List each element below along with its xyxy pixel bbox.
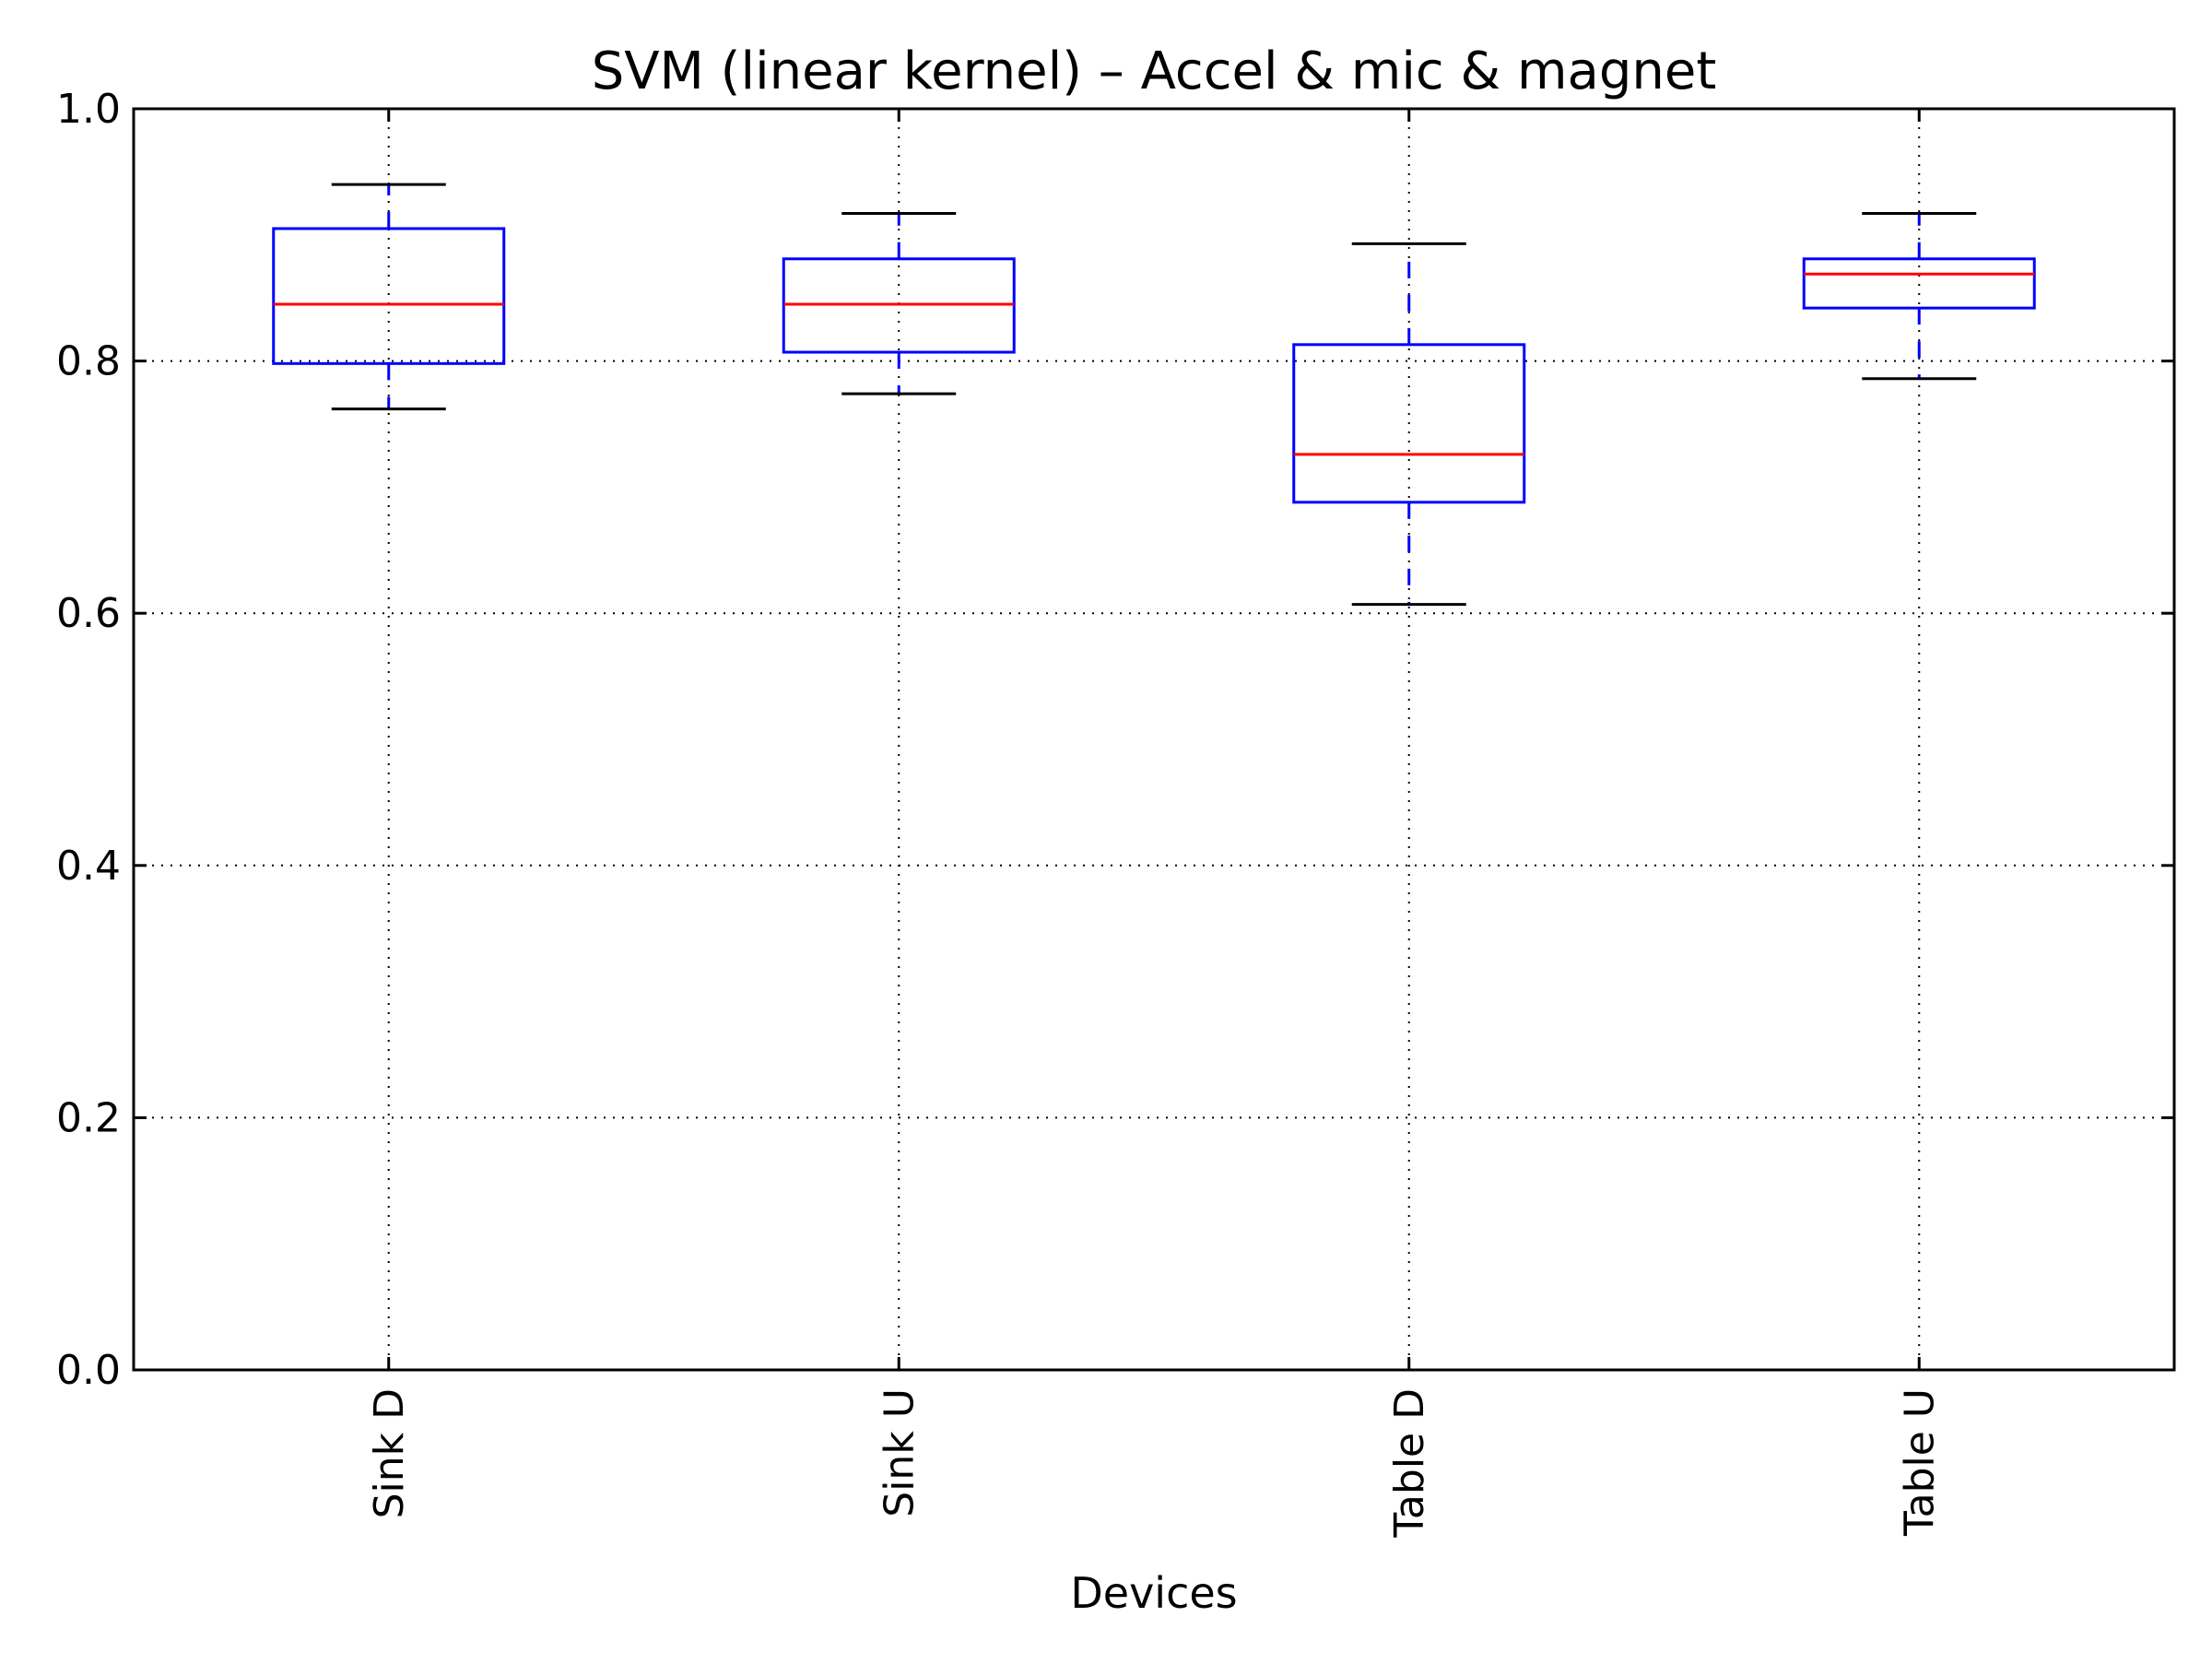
chart-title: SVM (linear kernel) – Accel & mic & magn… <box>592 41 1717 101</box>
x-tick-label: Table U <box>1896 1388 1943 1537</box>
box-sink-d <box>272 183 506 411</box>
plot-frame <box>132 107 2176 1372</box>
iqr-box <box>1292 343 1526 504</box>
x-axis-label: Devices <box>1070 1568 1237 1618</box>
y-tick-label: 0.2 <box>56 1094 121 1141</box>
x-tick-label: Sink D <box>366 1388 413 1518</box>
grid-layer <box>134 108 2174 1371</box>
tick-layer: 0.0 0.2 0.4 0.6 0.8 1.0 Sink D Sink U Table D Tab… <box>56 86 2174 1539</box>
x-tick-label: Table D <box>1386 1388 1433 1539</box>
iqr-box <box>272 227 506 365</box>
box-table-d <box>1292 242 1526 607</box>
y-tick-label: 1.0 <box>56 86 121 133</box>
y-tick-label: 0.4 <box>56 843 121 890</box>
box-layer <box>272 183 2036 607</box>
y-tick-label: 0.8 <box>56 338 121 385</box>
y-tick-label: 0.0 <box>56 1347 121 1394</box>
y-tick-label: 0.6 <box>56 590 121 637</box>
iqr-box <box>1802 257 2036 310</box>
x-tick-label: Sink U <box>876 1388 923 1517</box>
box-table-u <box>1802 212 2036 381</box>
box-sink-u <box>782 212 1016 395</box>
